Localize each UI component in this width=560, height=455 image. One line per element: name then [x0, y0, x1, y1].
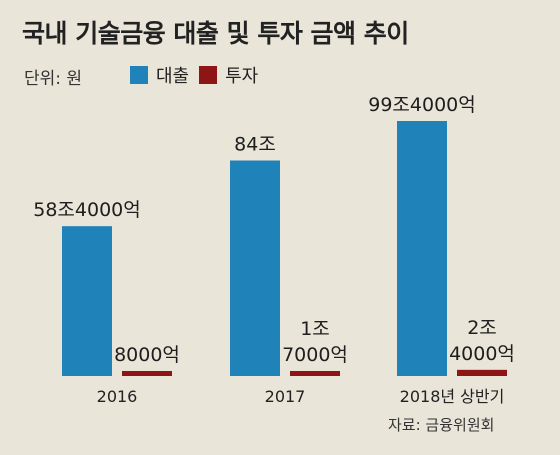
legend-item-invest: 투자 — [199, 62, 258, 88]
data-label-loan-1: 84조 — [234, 134, 276, 156]
data-label-invest-1: 1조 7000억 — [282, 318, 348, 366]
legend-item-loan: 대출 — [130, 62, 189, 88]
x-tick-label-0: 2016 — [97, 387, 138, 406]
unit-label: 단위: 원 — [24, 69, 83, 89]
bar-invest-0 — [122, 371, 172, 376]
x-tick-label-2: 2018년 상반기 — [400, 387, 505, 406]
bar-loan-1 — [230, 160, 280, 376]
bar-invest-1 — [290, 371, 340, 376]
x-tick-label-1: 2017 — [265, 387, 306, 406]
data-label-loan-2: 99조4000억 — [368, 94, 476, 116]
legend-swatch-loan — [130, 66, 148, 84]
bar-loan-2 — [397, 121, 447, 376]
legend-label-invest: 투자 — [225, 66, 259, 87]
legend-swatch-invest — [199, 66, 218, 84]
legend: 대출 투자 — [130, 62, 258, 88]
source-note: 자료: 금융위원회 — [388, 416, 495, 434]
legend-label-loan: 대출 — [156, 66, 190, 87]
data-label-invest-0: 8000억 — [114, 344, 180, 366]
data-label-invest-2: 2조 4000억 — [449, 317, 515, 365]
chart-title: 국내 기술금융 대출 및 투자 금액 추이 — [22, 19, 409, 48]
data-label-loan-0: 58조4000억 — [33, 199, 141, 221]
bar-invest-2 — [457, 369, 507, 376]
bar-loan-0 — [62, 226, 112, 376]
